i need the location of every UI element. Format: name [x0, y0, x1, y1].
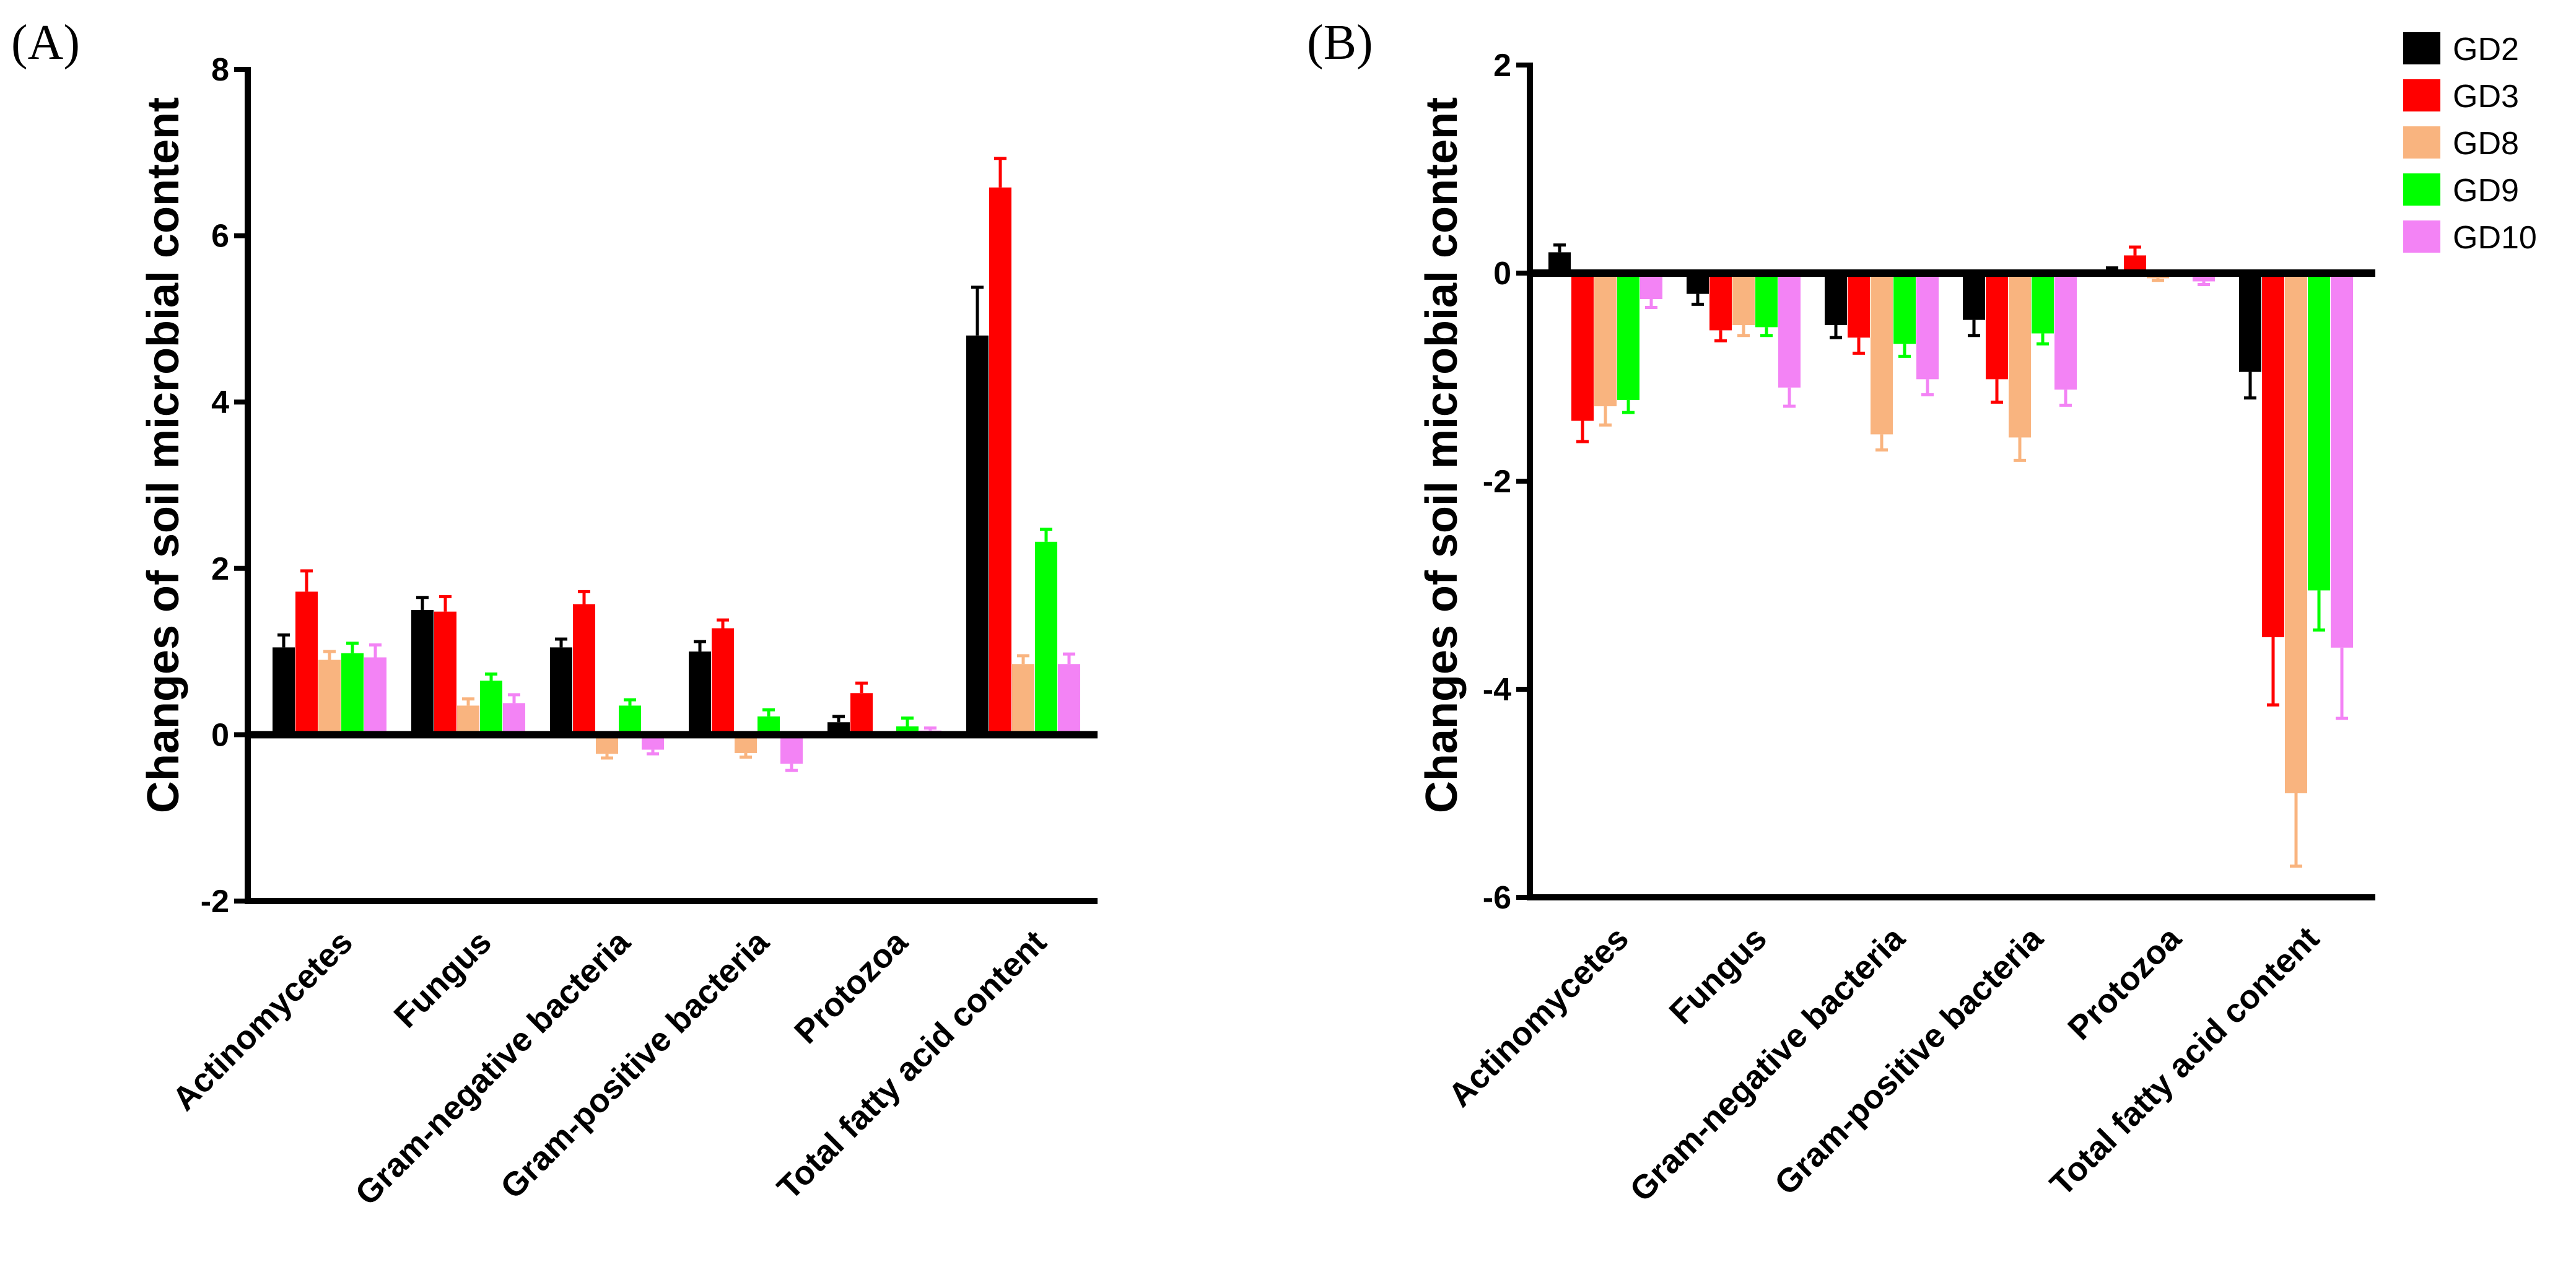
panel-a-bar-gd2-3 [689, 651, 711, 735]
panel-a-y-tick-label-1: 0 [211, 717, 229, 753]
panel-a-bar-gd9-5 [1035, 541, 1057, 735]
panel-b-bar-gd8-1 [1732, 273, 1755, 325]
panel-b-bars [1548, 243, 2353, 868]
panel-a-bar-gd3-5 [989, 187, 1011, 735]
legend-label-gd2: GD2 [2453, 32, 2519, 68]
panel-b-bar-gd9-1 [1755, 273, 1778, 328]
panel-a-y-tick-label-0: -2 [201, 884, 229, 920]
panel-b-y-tick-label-3: 0 [1493, 256, 1511, 292]
panel-b-category-label-5: Total fatty acid content [2043, 920, 2326, 1203]
legend-label-gd3: GD3 [2453, 79, 2519, 115]
panel-b-axes: -6 -4 -2 0 2 [1483, 48, 2375, 916]
panel-a-chart: (A) Changes of soil microbial content -2… [11, 15, 1098, 1213]
legend-label-gd10: GD10 [2453, 220, 2537, 256]
panel-b-category-label-2: Gram-negative bacteria [1623, 919, 1913, 1209]
panel-b-bar-gd10-2 [1916, 273, 1939, 380]
panel-b-bar-gd3-3 [1986, 273, 2008, 380]
panel-b-bar-gd9-3 [2032, 273, 2054, 334]
legend-label-gd9: GD9 [2453, 173, 2519, 209]
panel-a-bar-gd2-1 [411, 609, 434, 735]
panel-b-category-label-1: Fungus [1662, 920, 1774, 1031]
panel-b-category-label-0: Actinomycetes [1441, 920, 1636, 1114]
legend-swatch-gd9 [2403, 173, 2440, 206]
panel-a-bar-gd10-0 [364, 657, 386, 735]
panel-b-bar-gd10-1 [1778, 273, 1801, 388]
panel-a-y-tick-label-4: 6 [211, 219, 229, 255]
legend-swatch-gd2 [2403, 32, 2440, 64]
panel-b-y-tick-label-2: -2 [1483, 464, 1511, 500]
panel-a-bar-gd8-5 [1012, 664, 1034, 735]
panel-b-bar-gd3-2 [1848, 273, 1870, 338]
panel-b-bar-gd2-2 [1825, 273, 1847, 325]
panel-a-bar-gd3-4 [850, 693, 873, 735]
panel-a-bar-gd3-0 [295, 591, 318, 735]
panel-b-y-axis-title: Changes of soil microbial content [1417, 97, 1467, 813]
panel-a-bar-gd9-0 [341, 653, 364, 735]
panel-a-category-label-0: Actinomycetes [165, 923, 360, 1118]
panel-b-bar-gd9-5 [2308, 273, 2330, 591]
panel-a-category-label-3: Gram-positive bacteria [494, 923, 777, 1206]
panel-b-label: (B) [1307, 15, 1373, 70]
panel-b-bar-gd10-0 [1640, 273, 1662, 299]
panel-a-bar-gd10-1 [503, 703, 525, 735]
legend-swatch-gd10 [2403, 220, 2440, 253]
panel-a-category-label-1: Fungus [387, 923, 499, 1035]
panel-b-chart: (B) Changes of soil microbial content -6… [1307, 15, 2375, 1209]
panel-b-bar-gd3-5 [2262, 273, 2284, 637]
panel-a-bar-gd3-2 [573, 604, 595, 735]
panel-b-bar-gd10-5 [2331, 273, 2353, 648]
panel-a-y-axis-title: Changes of soil microbial content [139, 97, 188, 813]
panel-b-bar-gd3-1 [1709, 273, 1732, 331]
panel-a-category-label-5: Total fatty acid content [770, 923, 1054, 1207]
panel-a-bar-gd10-3 [780, 734, 803, 764]
panel-b-bar-gd8-0 [1594, 273, 1617, 407]
panel-b-bar-gd9-0 [1617, 273, 1639, 400]
panel-a-bar-gd8-1 [457, 705, 479, 735]
panel-a-bar-gd9-1 [480, 681, 502, 735]
panel-a-label: (A) [11, 15, 80, 70]
panel-b-bar-gd8-2 [1871, 273, 1893, 435]
panel-b-bar-gd8-3 [2009, 273, 2031, 438]
panel-a-bar-gd8-0 [318, 660, 341, 735]
panel-a-category-label-2: Gram-negative bacteria [348, 923, 638, 1213]
panel-b-y-tick-label-1: -4 [1483, 672, 1511, 708]
panel-b-bar-gd3-0 [1571, 273, 1594, 421]
panel-b-bar-gd9-2 [1893, 273, 1916, 344]
panel-a-bar-gd3-1 [434, 611, 456, 735]
panel-a-bar-gd3-3 [712, 628, 734, 735]
panel-a-y-tick-label-2: 2 [211, 551, 229, 587]
panel-a-axes: -2 0 2 4 6 8 [201, 52, 1098, 920]
panel-b-y-tick-label-4: 2 [1493, 48, 1511, 84]
panel-b-category-label-3: Gram-positive bacteria [1768, 919, 2051, 1202]
panel-a-bar-gd2-0 [273, 647, 295, 735]
panel-a-category-label-4: Protozoa [787, 923, 915, 1050]
panel-b-bar-gd8-5 [2285, 273, 2307, 793]
panel-a-y-tick-label-3: 4 [211, 385, 229, 420]
panel-a-y-tick-label-5: 8 [211, 52, 229, 88]
panel-a-bar-gd9-2 [619, 705, 641, 735]
legend-swatch-gd8 [2403, 126, 2440, 159]
panel-b-bar-gd10-3 [2054, 273, 2077, 390]
panel-a-bar-gd10-5 [1058, 664, 1080, 735]
panel-b-y-tick-label-0: -6 [1483, 880, 1511, 916]
panel-b-bar-gd2-3 [1963, 273, 1985, 320]
legend: GD2 GD3 GD8 GD9 GD10 [2403, 32, 2537, 256]
panel-b-bar-gd2-5 [2239, 273, 2261, 372]
panel-a-bars [273, 157, 1080, 772]
panel-b-category-label-4: Protozoa [2061, 919, 2188, 1047]
legend-swatch-gd3 [2403, 79, 2440, 111]
panel-a-bar-gd2-5 [966, 335, 989, 735]
panel-a-bar-gd2-2 [550, 647, 572, 735]
legend-label-gd8: GD8 [2453, 126, 2519, 162]
